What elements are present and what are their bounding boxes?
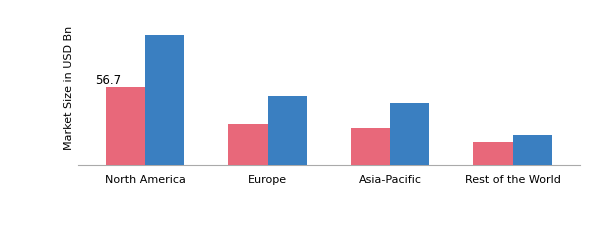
Y-axis label: Market Size in USD Bn: Market Size in USD Bn	[63, 26, 74, 150]
Text: 56.7: 56.7	[95, 74, 121, 87]
Bar	[228, 124, 268, 165]
Bar	[512, 135, 552, 165]
Bar	[474, 142, 512, 165]
Bar	[145, 35, 184, 165]
Bar	[268, 96, 307, 165]
Bar	[106, 87, 145, 165]
Bar	[390, 103, 429, 165]
Bar	[351, 128, 390, 165]
